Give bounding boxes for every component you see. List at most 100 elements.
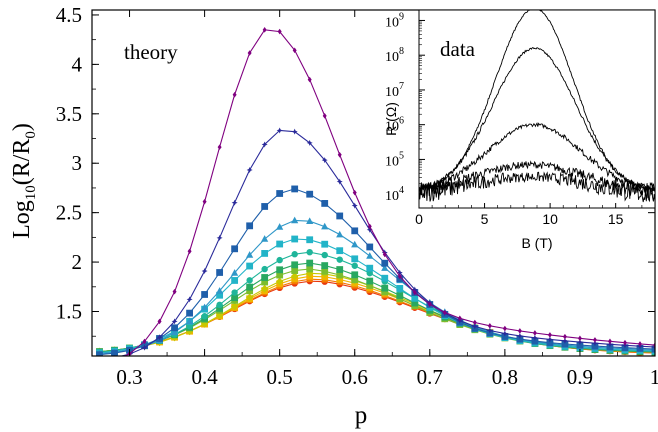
theory-series-line (99, 238, 655, 354)
theory-point (261, 250, 269, 257)
theory-point (381, 259, 389, 267)
theory-point (306, 236, 314, 244)
theory-point (546, 336, 553, 343)
theory-x-tick-label: 0.6 (342, 365, 368, 389)
theory-point (337, 152, 342, 158)
theory-point (261, 265, 268, 273)
theory-point (202, 198, 207, 205)
theory-point (396, 269, 403, 276)
theory-y-tick-label: 2.5 (56, 201, 82, 225)
data-inset: 0 5 10 15 109 108 107 106 105 104 data B (T) R (… (383, 9, 656, 251)
theory-point (261, 274, 269, 281)
theory-point (381, 264, 389, 271)
theory-point (412, 289, 417, 296)
theory-point (351, 202, 358, 209)
theory-point (261, 278, 269, 286)
theory-point (336, 266, 344, 273)
theory-point (306, 139, 313, 146)
theory-point (217, 144, 222, 150)
theory-point (336, 256, 343, 263)
theory-point (262, 27, 267, 33)
theory-point (276, 190, 284, 197)
theory-point (351, 255, 359, 263)
theory-point (366, 252, 374, 259)
theory-point (291, 128, 298, 135)
theory-point (246, 293, 254, 302)
theory-point (113, 358, 117, 364)
theory-point (561, 337, 568, 344)
theory-point (577, 335, 582, 342)
theory-y-tick-label: 3.5 (56, 102, 82, 126)
theory-point (231, 199, 238, 206)
theory-point (606, 341, 613, 348)
theory-point (216, 287, 224, 294)
theory-point (381, 288, 389, 296)
theory-point (306, 269, 314, 278)
theory-point (216, 301, 223, 309)
theory-point (351, 271, 359, 279)
theory-series-line (99, 275, 655, 353)
theory-point (321, 222, 329, 230)
theory-point (201, 313, 208, 320)
theory-annotation: theory (124, 40, 178, 64)
theory-x-tick-label: 0.7 (417, 365, 443, 389)
theory-point (351, 227, 359, 235)
theory-series (95, 275, 655, 356)
theory-point (201, 268, 208, 275)
theory-point (516, 335, 524, 343)
data-y-tick-label: 106 (385, 116, 404, 135)
theory-point (171, 324, 178, 332)
theory-point (231, 302, 239, 311)
theory-point (637, 341, 642, 347)
theory-point (232, 91, 237, 98)
theory-point (622, 339, 627, 346)
theory-series-line (99, 262, 655, 353)
theory-point (156, 334, 163, 341)
theory-point (457, 315, 462, 322)
theory-point (97, 357, 103, 363)
theory-x-axis-label: p (355, 402, 368, 429)
theory-point (306, 265, 314, 273)
theory-point (336, 271, 344, 279)
theory-point (336, 247, 344, 255)
theory-point (291, 251, 298, 258)
data-y-tick-label: 107 (385, 81, 404, 100)
theory-point (321, 240, 329, 248)
theory-point (276, 240, 284, 248)
theory-x-tick-label: 0.9 (567, 365, 593, 389)
theory-point (247, 50, 252, 56)
theory-series-line (99, 268, 655, 353)
theory-point (321, 251, 328, 259)
theory-point (172, 288, 177, 295)
data-x-tick-label: 5 (481, 211, 489, 227)
theory-point (261, 203, 269, 210)
theory-point (351, 262, 358, 269)
data-x-tick-label: 15 (608, 211, 624, 227)
theory-point (261, 284, 269, 293)
theory-series-line (99, 280, 655, 354)
theory-point (170, 328, 179, 336)
theory-point (246, 166, 253, 173)
theory-point (201, 291, 208, 298)
data-y-axis-label: R (Ω) (383, 102, 399, 136)
theory-point (502, 325, 507, 332)
theory-point (516, 332, 523, 339)
theory-point (307, 76, 312, 83)
theory-point (216, 304, 224, 312)
theory-point (216, 269, 224, 276)
theory-point (411, 286, 418, 293)
theory-point (367, 223, 372, 230)
theory-point (141, 344, 148, 351)
theory-point (231, 245, 239, 253)
theory-point (291, 272, 299, 281)
theory-point (336, 178, 343, 185)
theory-point (321, 200, 329, 207)
theory-point (276, 223, 284, 230)
theory-point (186, 309, 193, 317)
theory-point (246, 222, 254, 230)
theory-point (336, 230, 344, 238)
theory-point (306, 259, 314, 267)
data-x-ticks: 0 5 10 15 (415, 203, 656, 227)
data-series-line (419, 47, 655, 193)
